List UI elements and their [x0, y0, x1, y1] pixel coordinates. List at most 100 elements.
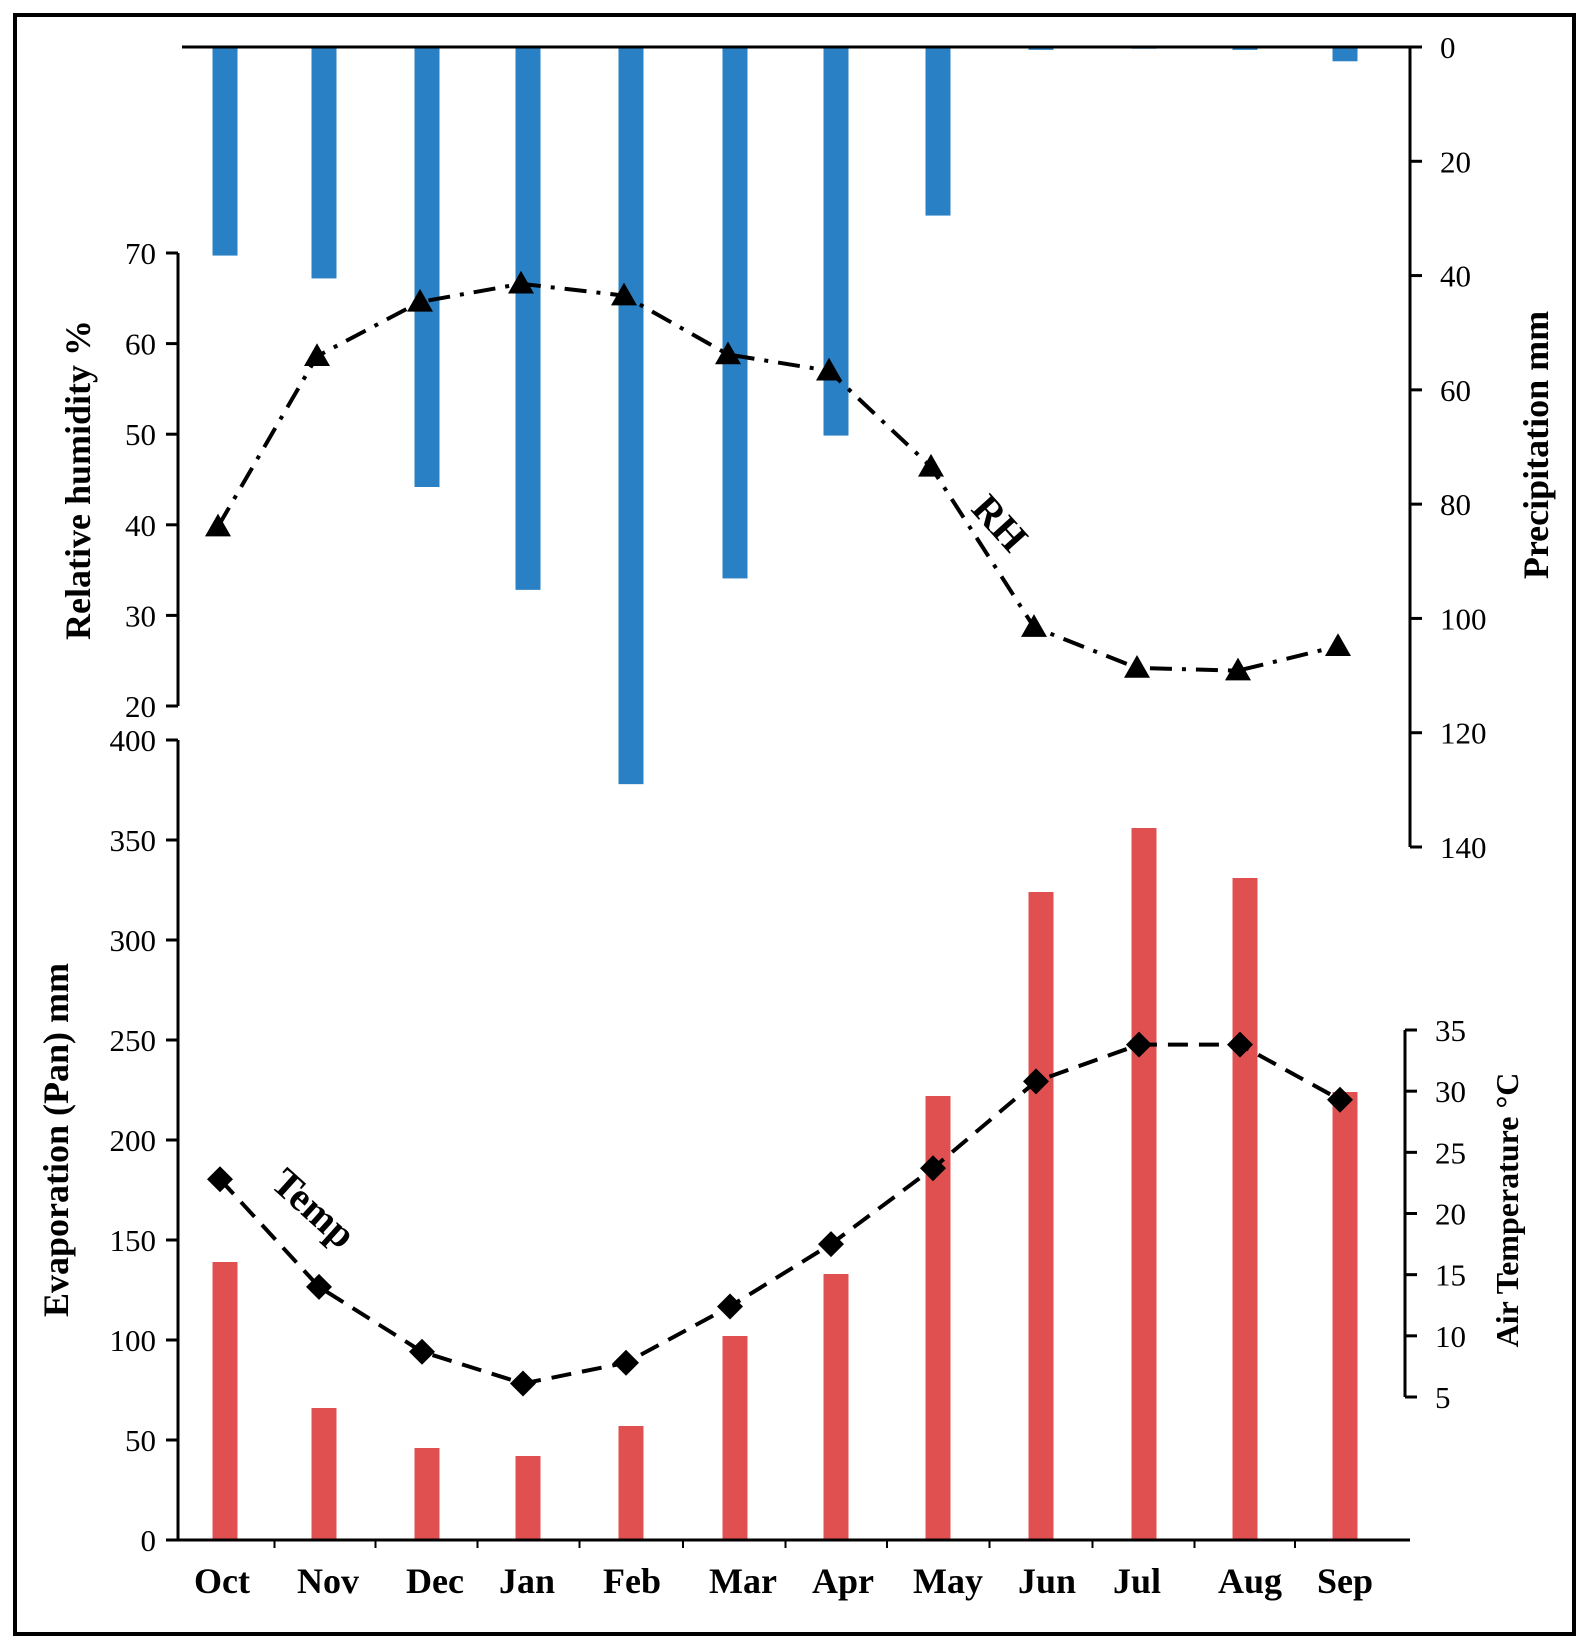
- precipitation-axis-title: Precipitation mm: [1516, 311, 1556, 579]
- tick-labels: 0 20 40 60 80 100 120 140 20 30 40 50 60 70 0 50 100 150 2…: [110, 30, 1487, 1558]
- month-label-may: May: [913, 1561, 983, 1601]
- rh-point-jun: [1021, 614, 1047, 637]
- rh-point-mar: [715, 341, 741, 365]
- tick-marks: [166, 45, 1422, 1548]
- month-labels: Oct Nov Dec Jan Feb Mar Apr May Jun Jul Aug Sep: [194, 1561, 1373, 1601]
- temperature-tick-label-10: 10: [1435, 1319, 1466, 1354]
- temp-point-feb: [613, 1349, 639, 1376]
- air-temperature-series: [207, 1031, 1353, 1397]
- temperature-tick-label-25: 25: [1435, 1135, 1466, 1170]
- evaporation-bar-dec: [414, 1448, 440, 1540]
- evaporation-bar-jan: [515, 1456, 541, 1540]
- humidity-tick-label-30: 30: [125, 598, 156, 633]
- humidity-tick-label-60: 60: [125, 327, 156, 362]
- evaporation-bar-oct: [212, 1262, 238, 1540]
- month-label-oct: Oct: [194, 1561, 250, 1601]
- precipitation-bar-jan: [515, 47, 541, 590]
- month-label-sep: Sep: [1317, 1561, 1373, 1601]
- humidity-tick-label-70: 70: [125, 236, 156, 271]
- temperature-tick-label-20: 20: [1435, 1197, 1466, 1232]
- rh-point-feb: [611, 282, 637, 306]
- humidity-tick-label-50: 50: [125, 417, 156, 452]
- humidity-axis-title: Relative humidity %: [58, 320, 98, 640]
- humidity-tick-label-20: 20: [125, 689, 156, 724]
- temp-line: [218, 1042, 1341, 1386]
- precipitation-tick-label-140: 140: [1440, 830, 1487, 865]
- chart-frame: [13, 13, 1576, 1636]
- evaporation-tick-label-250: 250: [110, 1023, 157, 1058]
- rh-line: [216, 281, 1339, 673]
- precipitation-bar-dec: [414, 47, 440, 487]
- precipitation-tick-label-40: 40: [1440, 259, 1471, 294]
- temp-point-may: [920, 1155, 946, 1182]
- temp-point-jun: [1023, 1068, 1049, 1095]
- month-label-apr: Apr: [812, 1561, 874, 1601]
- precipitation-tick-label-60: 60: [1440, 373, 1471, 408]
- precipitation-bar-feb: [618, 47, 644, 785]
- evaporation-tick-label-350: 350: [110, 823, 157, 858]
- rh-point-oct: [205, 513, 231, 537]
- precipitation-bars: [212, 47, 1358, 785]
- humidity-tick-label-40: 40: [125, 508, 156, 543]
- relative-humidity-series: [205, 270, 1351, 681]
- rh-point-nov: [304, 343, 330, 367]
- evaporation-bar-nov: [311, 1408, 337, 1540]
- temperature-tick-label-30: 30: [1435, 1074, 1466, 1109]
- month-label-dec: Dec: [406, 1561, 464, 1601]
- precipitation-bar-mar: [722, 47, 748, 579]
- temperature-tick-label-5: 5: [1435, 1380, 1451, 1415]
- evaporation-tick-label-50: 50: [125, 1423, 156, 1458]
- evaporation-bars: [212, 828, 1358, 1540]
- temp-point-aug: [1227, 1031, 1253, 1058]
- rh-point-aug: [1225, 657, 1251, 681]
- rh-point-jul: [1124, 654, 1150, 678]
- temperature-tick-label-35: 35: [1435, 1013, 1466, 1048]
- precipitation-tick-label-120: 120: [1440, 716, 1487, 751]
- evaporation-bar-jun: [1028, 892, 1054, 1540]
- evaporation-tick-label-200: 200: [110, 1123, 157, 1158]
- month-label-mar: Mar: [709, 1561, 777, 1601]
- temp-point-sep: [1327, 1086, 1353, 1113]
- month-label-jul: Jul: [1113, 1561, 1161, 1601]
- month-label-feb: Feb: [603, 1561, 661, 1601]
- temperature-axis-title: Air Temperature °C: [1489, 1073, 1525, 1348]
- precipitation-bar-may: [925, 47, 951, 216]
- temp-point-jan: [510, 1370, 536, 1397]
- temp-point-oct: [207, 1166, 233, 1193]
- temp-point-apr: [818, 1231, 844, 1258]
- temp-point-dec: [409, 1338, 435, 1365]
- precipitation-bar-oct: [212, 47, 238, 256]
- temp-point-jul: [1126, 1031, 1152, 1058]
- evaporation-axis-title: Evaporation (Pan) mm: [36, 963, 76, 1317]
- temp-point-mar: [717, 1293, 743, 1320]
- evaporation-tick-label-400: 400: [110, 723, 157, 758]
- month-label-aug: Aug: [1218, 1561, 1282, 1601]
- precipitation-tick-label-0: 0: [1440, 30, 1456, 65]
- precipitation-tick-label-100: 100: [1440, 601, 1487, 636]
- evaporation-bar-apr: [823, 1274, 849, 1540]
- precipitation-bar-sep: [1332, 47, 1358, 62]
- precipitation-bar-nov: [311, 47, 337, 279]
- evaporation-bar-feb: [618, 1426, 644, 1540]
- month-label-jun: Jun: [1018, 1561, 1076, 1601]
- evaporation-bar-sep: [1332, 1092, 1358, 1540]
- evaporation-bar-aug: [1232, 878, 1258, 1540]
- temperature-tick-label-15: 15: [1435, 1258, 1466, 1293]
- precipitation-tick-label-20: 20: [1440, 144, 1471, 179]
- rh-point-sep: [1325, 633, 1351, 656]
- rh-point-may: [918, 453, 944, 477]
- precipitation-tick-label-80: 80: [1440, 487, 1471, 522]
- rh-point-dec: [407, 288, 433, 312]
- evaporation-tick-label-100: 100: [110, 1323, 157, 1358]
- month-label-jan: Jan: [499, 1561, 555, 1601]
- rh-point-jan: [508, 270, 534, 294]
- evaporation-tick-label-150: 150: [110, 1223, 157, 1258]
- temp-point-nov: [306, 1273, 332, 1300]
- evaporation-tick-label-0: 0: [141, 1523, 157, 1558]
- evaporation-bar-jul: [1131, 828, 1157, 1540]
- evaporation-tick-label-300: 300: [110, 923, 157, 958]
- rh-point-apr: [816, 357, 842, 381]
- evaporation-bar-mar: [722, 1336, 748, 1540]
